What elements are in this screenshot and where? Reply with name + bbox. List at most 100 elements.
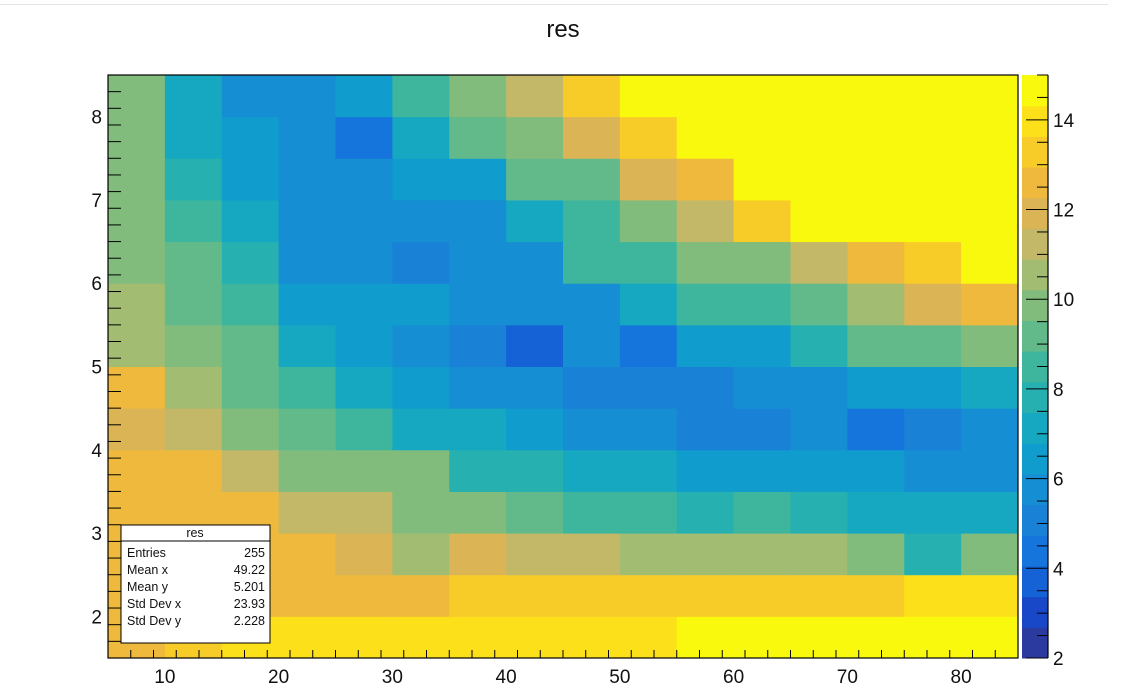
heatmap-cell [506, 116, 564, 159]
z-tick-label: 6 [1053, 470, 1064, 491]
heatmap-cell [221, 158, 280, 201]
x-tick-label: 50 [609, 667, 630, 688]
heatmap-cell [563, 283, 621, 326]
heatmap-cell [961, 241, 1019, 284]
y-tick-label: 3 [91, 524, 102, 545]
heatmap-cell [619, 408, 678, 451]
heatmap-cell [278, 408, 336, 451]
heatmap-cell [904, 574, 962, 617]
heatmap-cell [108, 75, 166, 118]
heatmap-cell [676, 158, 735, 201]
heatmap-cell [449, 574, 507, 617]
stats-label: Std Dev x [127, 597, 182, 611]
heatmap-cell [449, 241, 507, 284]
x-tick-label: 30 [382, 667, 403, 688]
heatmap-cell [904, 75, 962, 118]
heatmap-cell [563, 574, 621, 617]
heatmap-cell [904, 199, 962, 243]
heatmap-cell [221, 199, 280, 243]
heatmap-cell [506, 158, 564, 201]
heatmap-cell [733, 283, 791, 326]
heatmap-cell [392, 116, 450, 159]
heatmap-cell [961, 408, 1019, 451]
heatmap-cell [278, 75, 336, 118]
heatmap-cell [904, 158, 962, 201]
heatmap-cell [506, 324, 564, 367]
heatmap-cell [676, 491, 735, 534]
heatmap-cell [563, 408, 621, 451]
heatmap-cell [676, 241, 735, 284]
heatmap-cell [392, 408, 450, 451]
heatmap-cell [335, 158, 393, 201]
heatmap-cell [335, 324, 393, 367]
heatmap-cell [221, 324, 280, 367]
palette-swatch [1022, 105, 1048, 137]
palette-swatch [1022, 535, 1048, 567]
heatmap-cell [733, 324, 791, 367]
heatmap-cell [221, 449, 280, 492]
heatmap-cell [164, 324, 223, 367]
heatmap-cell [164, 408, 223, 451]
heatmap-cell [506, 241, 564, 284]
heatmap-cell [904, 491, 962, 534]
heatmap-cell [961, 491, 1019, 534]
palette-swatch [1022, 75, 1048, 107]
z-tick-label: 2 [1053, 649, 1064, 670]
heatmap-cell [619, 241, 678, 284]
heatmap-cell [790, 324, 848, 367]
heatmap-cell [335, 574, 393, 617]
heatmap-cell [278, 283, 336, 326]
heatmap-cell [392, 324, 450, 367]
z-tick-label: 4 [1053, 559, 1064, 580]
heatmap-cell [790, 116, 848, 159]
heatmap-cell [790, 449, 848, 492]
heatmap-cell [733, 533, 791, 576]
heatmap-cell [506, 408, 564, 451]
heatmap-cell [733, 366, 791, 409]
heatmap-cell [733, 408, 791, 451]
heatmap-cell [278, 616, 336, 659]
heatmap-cell [790, 491, 848, 534]
heatmap-cell [164, 283, 223, 326]
heatmap-cell [108, 449, 166, 492]
heatmap-cell [904, 241, 962, 284]
heatmap-cell [619, 116, 678, 159]
heatmap-cell [847, 199, 905, 243]
heatmap-cell [335, 408, 393, 451]
heatmap-cell [563, 324, 621, 367]
heatmap-cell [961, 616, 1019, 659]
heatmap-cell [676, 283, 735, 326]
stats-value: 2.228 [234, 614, 265, 628]
heatmap-cell [847, 241, 905, 284]
palette-swatch [1022, 381, 1048, 414]
heatmap-cell [733, 116, 791, 159]
heatmap-cell [904, 408, 962, 451]
stats-label: Std Dev y [127, 614, 182, 628]
heatmap-cell [619, 574, 678, 617]
heatmap-cell [790, 408, 848, 451]
heatmap-cell [733, 491, 791, 534]
palette-swatch [1022, 627, 1048, 659]
y-tick-label: 6 [91, 274, 102, 295]
heatmap-cell [847, 116, 905, 159]
heatmap-cell [619, 366, 678, 409]
heatmap-cell [676, 116, 735, 159]
y-tick-label: 2 [91, 607, 102, 628]
heatmap-cell [335, 366, 393, 409]
heatmap-cell [449, 366, 507, 409]
palette-swatch [1022, 412, 1048, 444]
heatmap-cell [506, 75, 564, 118]
heatmap-cell [164, 158, 223, 201]
stats-box-frame [120, 524, 271, 644]
heatmap-cell [847, 449, 905, 492]
heatmap-cell [733, 449, 791, 492]
heatmap-cell [392, 366, 450, 409]
heatmap-cell [392, 199, 450, 243]
heatmap-cell [506, 491, 564, 534]
x-tick-label: 80 [951, 667, 972, 688]
stats-rows: Entries 255 Mean x 49.22 Mean y 5.201 Std Dev … [127, 546, 265, 628]
heatmap-cell [449, 616, 507, 659]
heatmap-cell [961, 283, 1019, 326]
heatmap-cell [164, 241, 223, 284]
stats-label: Entries [127, 546, 166, 560]
